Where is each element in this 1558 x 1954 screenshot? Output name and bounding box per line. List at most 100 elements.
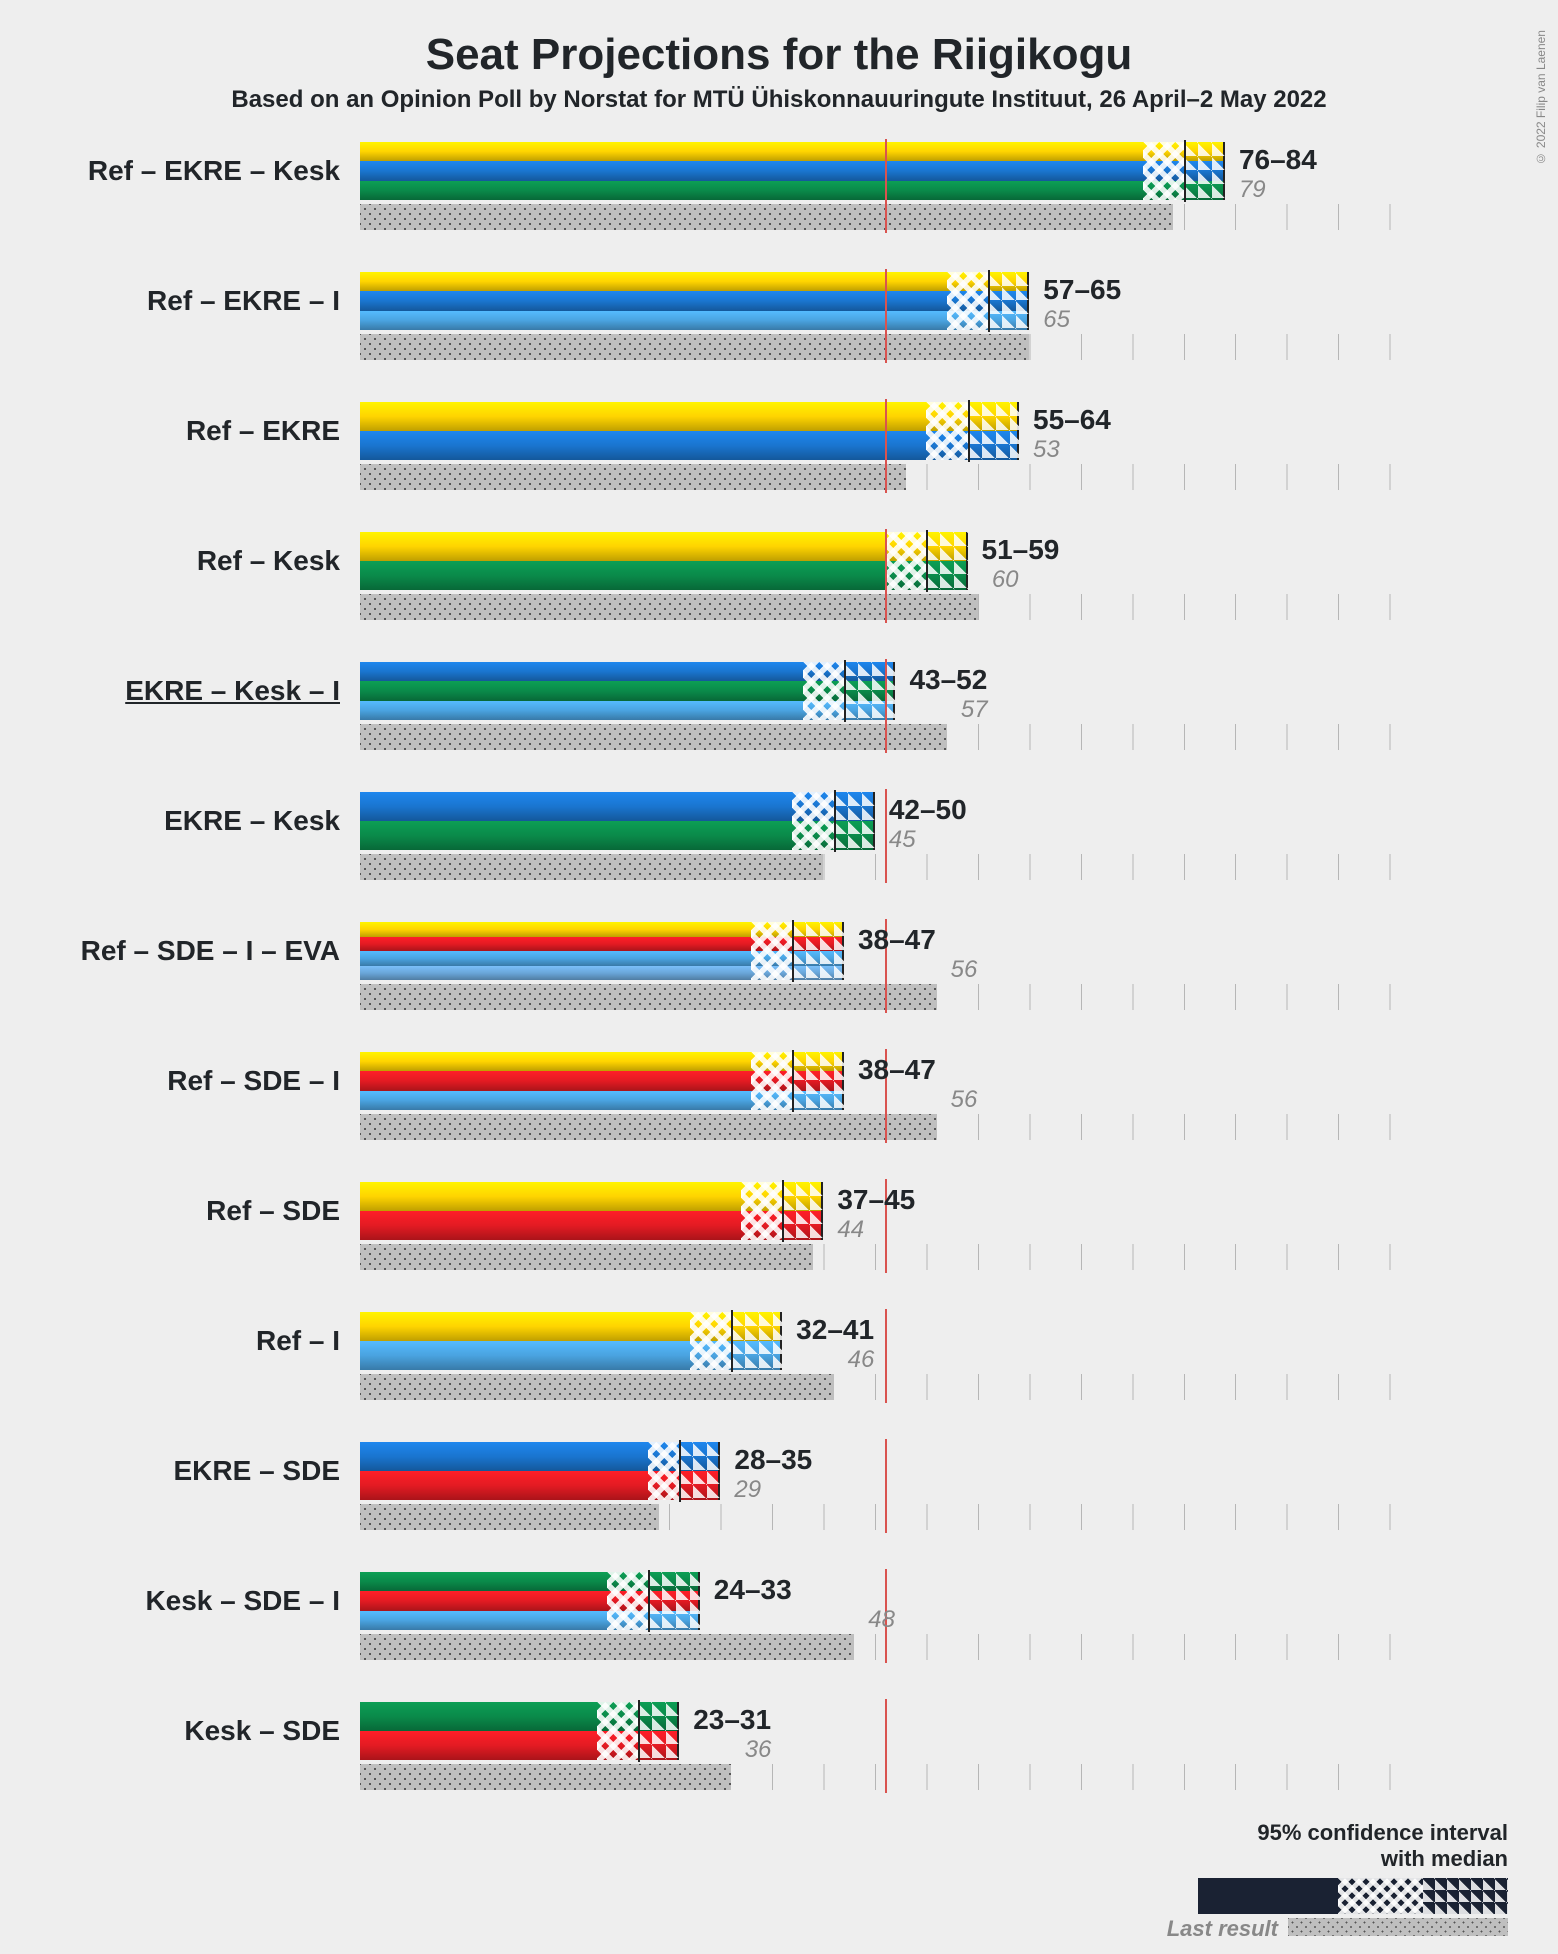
last-result-bar	[360, 1114, 937, 1140]
last-result-bar	[360, 1634, 854, 1660]
plot: 43–5257	[360, 662, 1400, 792]
coalition-label: Ref – SDE – I	[40, 1052, 360, 1110]
majority-line	[885, 269, 887, 363]
ci-low-hatch	[690, 1312, 731, 1370]
plot: 32–4146	[360, 1312, 1400, 1442]
last-result-bar	[360, 334, 1029, 360]
last-result-value: 79	[1239, 176, 1266, 204]
median-tick	[968, 400, 970, 462]
median-tick	[731, 1310, 733, 1372]
ci-low-hatch	[648, 1442, 679, 1500]
projection-bar	[360, 532, 968, 590]
last-result-bar	[360, 1764, 731, 1790]
coalition-row: EKRE – Kesk – I43–5257	[40, 662, 1518, 792]
projection-value: 23–31	[693, 1704, 771, 1736]
coalition-label: Ref – EKRE	[40, 402, 360, 460]
median-tick	[648, 1570, 650, 1632]
chart-area: Ref – EKRE – Kesk76–8479Ref – EKRE – I57…	[40, 142, 1518, 1832]
ci-low-hatch	[1143, 142, 1184, 200]
bars-cell: 38–4756	[360, 1052, 1518, 1182]
last-result-value: 65	[1043, 306, 1070, 334]
last-result-value: 29	[734, 1476, 761, 1504]
plot: 37–4544	[360, 1182, 1400, 1312]
last-result-value: 60	[992, 566, 1019, 594]
median-tick	[1184, 140, 1186, 202]
plot: 38–4756	[360, 1052, 1400, 1182]
median-tick	[844, 660, 846, 722]
majority-line	[885, 139, 887, 233]
projection-bar	[360, 142, 1225, 200]
coalition-label: Ref – Kesk	[40, 532, 360, 590]
projection-value: 43–52	[909, 664, 987, 696]
last-result-value: 53	[1033, 436, 1060, 464]
coalition-label: Ref – SDE	[40, 1182, 360, 1240]
last-result-value: 56	[951, 956, 978, 984]
coalition-label: Ref – SDE – I – EVA	[40, 922, 360, 980]
ci-high-hatch	[638, 1702, 679, 1760]
majority-line	[885, 659, 887, 753]
copyright-text: © 2022 Filip van Laenen	[1534, 30, 1548, 165]
coalition-label: EKRE – Kesk – I	[40, 662, 360, 720]
median-tick	[679, 1440, 681, 1502]
party-stripe	[360, 431, 1017, 460]
projection-value: 32–41	[796, 1314, 874, 1346]
coalition-label: Ref – EKRE – I	[40, 272, 360, 330]
last-result-bar	[360, 1374, 834, 1400]
projection-value: 28–35	[734, 1444, 812, 1476]
projection-value: 42–50	[889, 794, 967, 826]
majority-line	[885, 789, 887, 883]
projection-value: 38–47	[858, 1054, 936, 1086]
page: © 2022 Filip van Laenen Seat Projections…	[0, 0, 1558, 1954]
median-tick	[638, 1700, 640, 1762]
ci-high-hatch	[782, 1182, 823, 1240]
ci-low-hatch	[741, 1182, 782, 1240]
median-tick	[926, 530, 928, 592]
ci-high-hatch	[988, 272, 1029, 330]
last-result-value: 36	[745, 1736, 772, 1764]
plot: 42–5045	[360, 792, 1400, 922]
majority-line	[885, 1439, 887, 1533]
projection-bar	[360, 272, 1029, 330]
ci-low-hatch	[885, 532, 926, 590]
ci-high-hatch	[968, 402, 1019, 460]
coalition-label: Ref – EKRE – Kesk	[40, 142, 360, 200]
median-tick	[782, 1180, 784, 1242]
last-result-bar	[360, 464, 906, 490]
party-stripe	[360, 142, 1223, 161]
majority-line	[885, 1309, 887, 1403]
last-result-bar	[360, 854, 823, 880]
party-stripe	[360, 181, 1223, 200]
bars-cell: 42–5045	[360, 792, 1518, 922]
coalition-row: Kesk – SDE23–3136	[40, 1702, 1518, 1832]
bars-cell: 24–3348	[360, 1572, 1518, 1702]
ci-high-hatch	[792, 1052, 843, 1110]
ci-low-hatch	[607, 1572, 648, 1630]
ci-high-hatch	[679, 1442, 720, 1500]
projection-value: 51–59	[982, 534, 1060, 566]
last-result-value: 57	[961, 696, 988, 724]
last-result-bar	[360, 984, 937, 1010]
last-result-bar	[360, 204, 1173, 230]
bars-cell: 28–3529	[360, 1442, 1518, 1572]
party-stripe	[360, 291, 1027, 310]
ci-high-hatch	[792, 922, 843, 980]
plot: 24–3348	[360, 1572, 1400, 1702]
legend-last-bar	[1288, 1918, 1508, 1936]
coalition-row: Ref – EKRE55–6453	[40, 402, 1518, 532]
coalition-label: Kesk – SDE – I	[40, 1572, 360, 1630]
bars-cell: 23–3136	[360, 1702, 1518, 1832]
median-tick	[834, 790, 836, 852]
coalition-label: EKRE – SDE	[40, 1442, 360, 1500]
coalition-row: Ref – I32–4146	[40, 1312, 1518, 1442]
ci-high-hatch	[648, 1572, 699, 1630]
majority-line	[885, 529, 887, 623]
coalition-label: Kesk – SDE	[40, 1702, 360, 1760]
bars-cell: 38–4756	[360, 922, 1518, 1052]
median-tick	[988, 270, 990, 332]
ci-low-hatch	[751, 922, 792, 980]
majority-line	[885, 1699, 887, 1793]
ci-high-hatch	[834, 792, 875, 850]
median-tick	[792, 920, 794, 982]
chart-title: Seat Projections for the Riigikogu	[40, 30, 1518, 80]
chart-subtitle: Based on an Opinion Poll by Norstat for …	[40, 86, 1518, 114]
